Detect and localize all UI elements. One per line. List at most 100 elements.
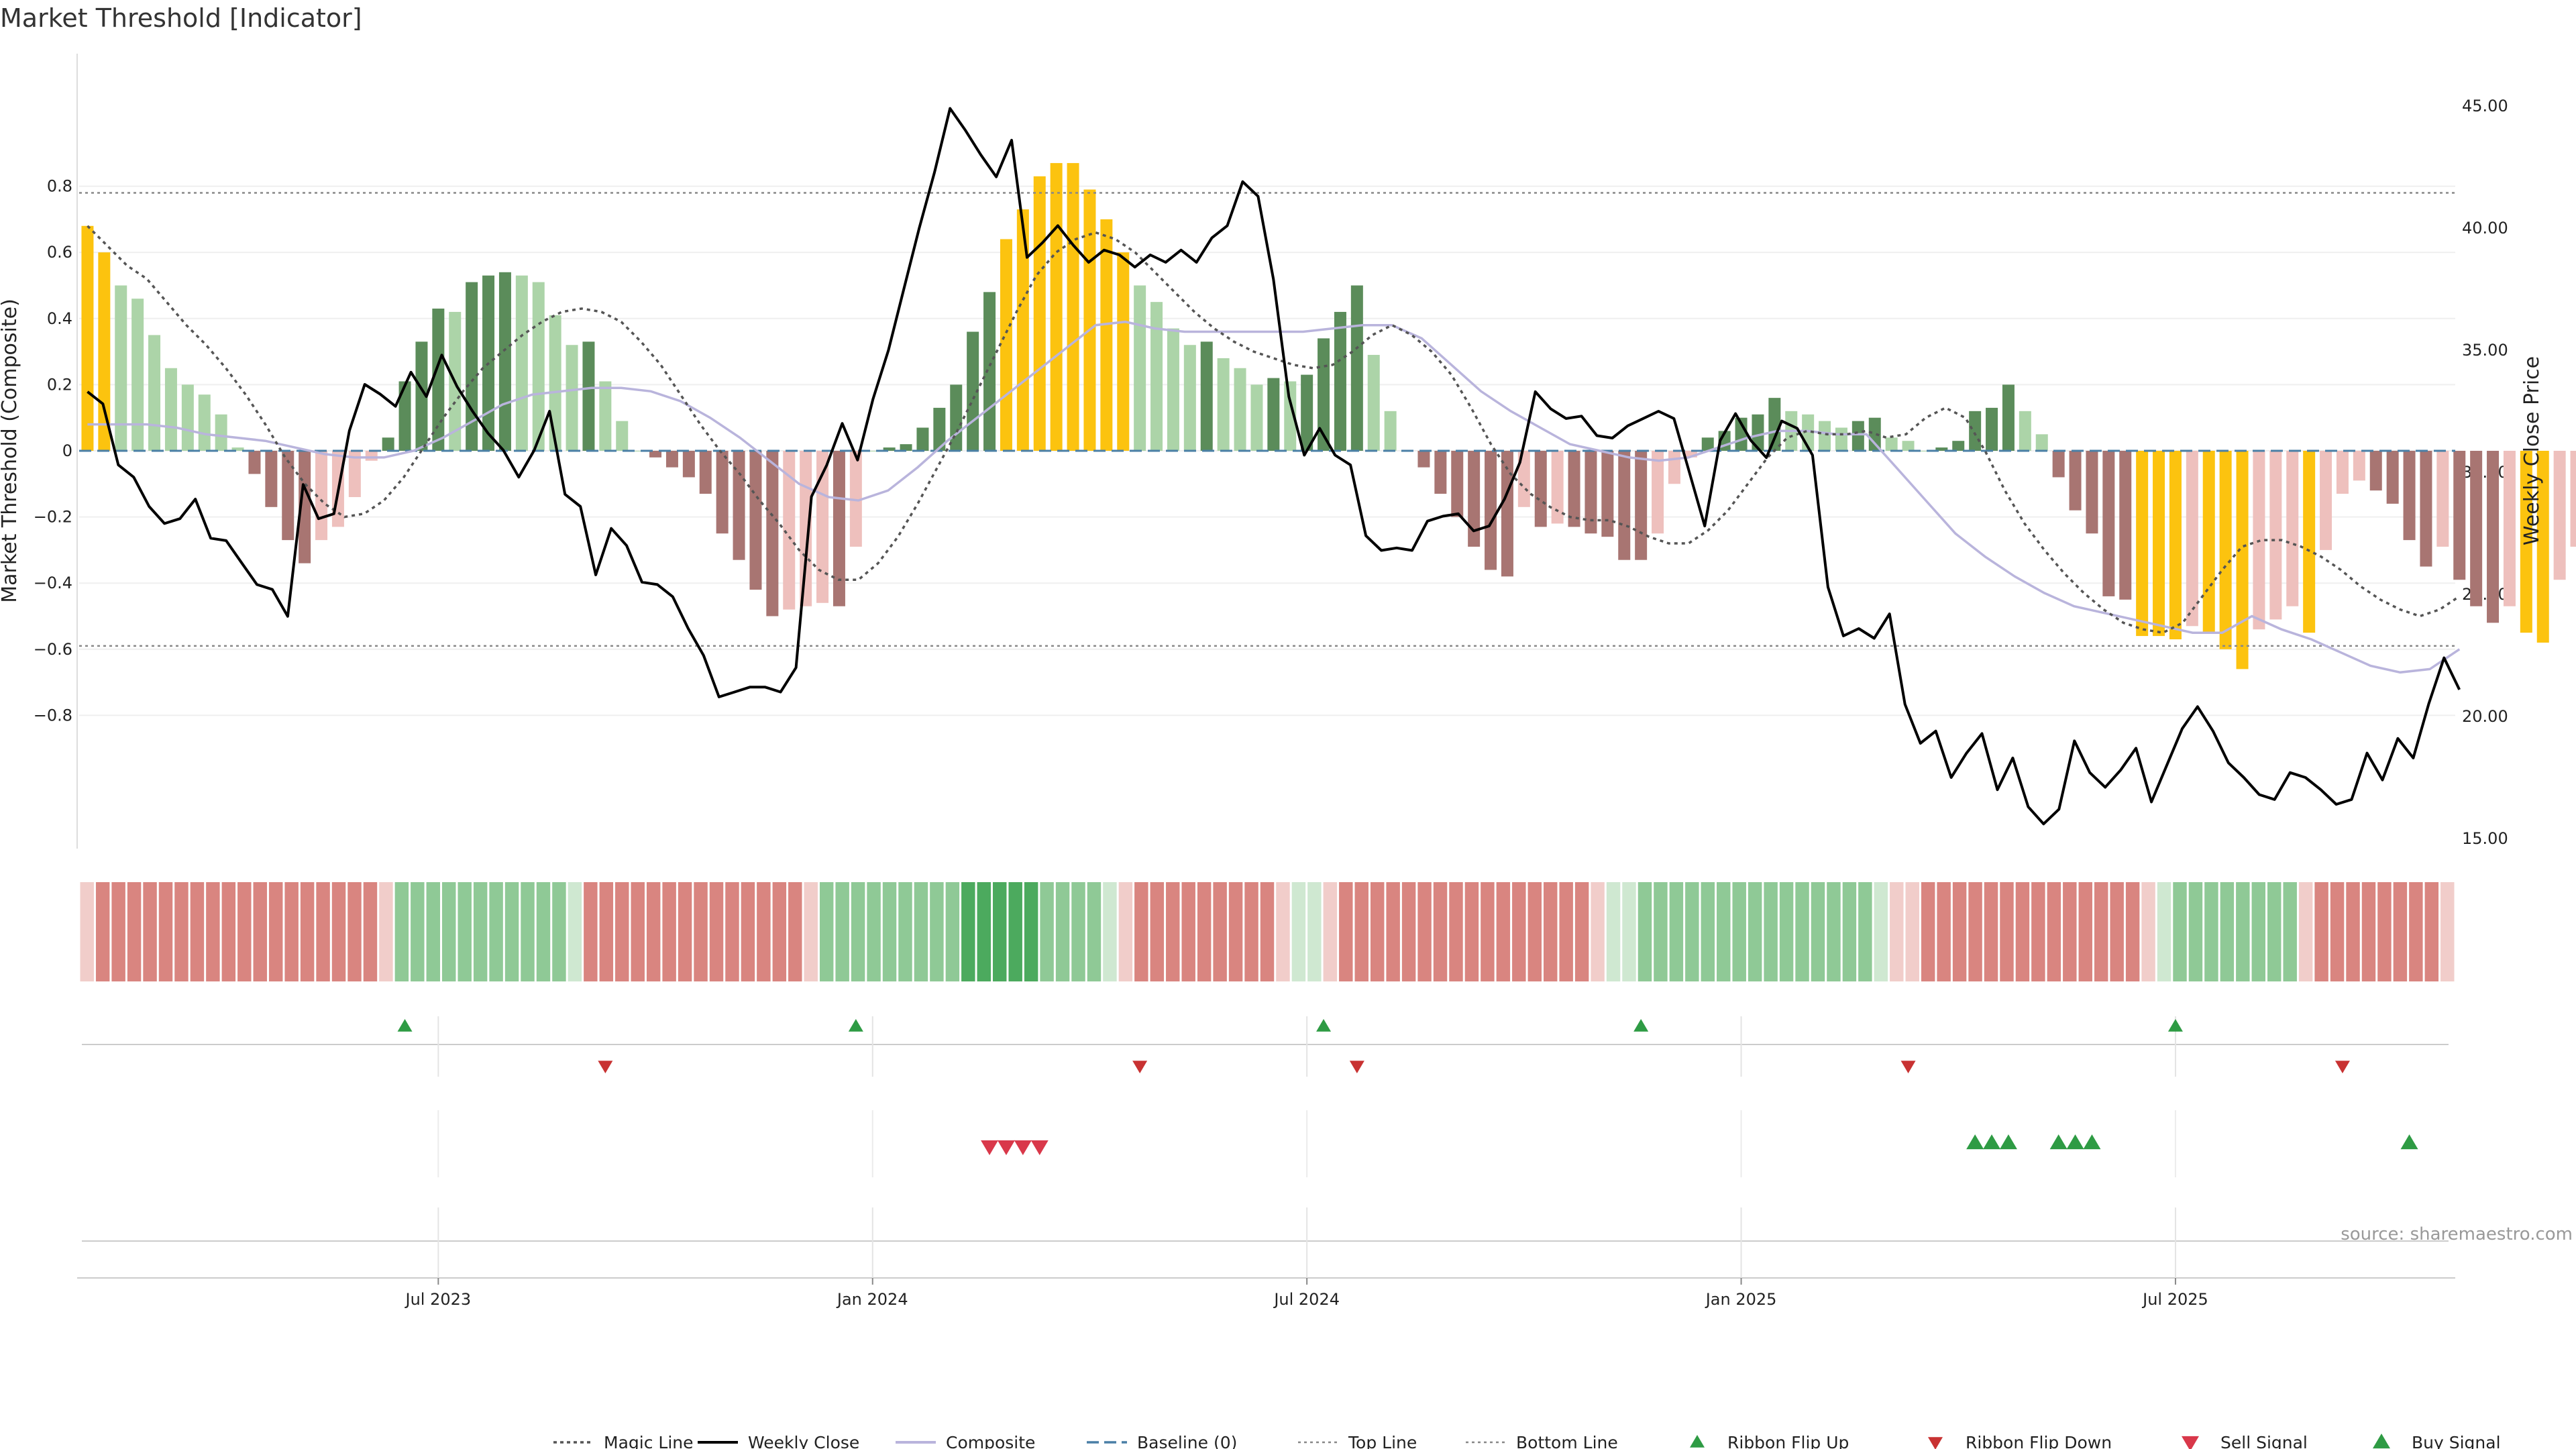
left-tick-label: −0.2 xyxy=(34,508,72,527)
ribbon-cell xyxy=(1386,882,1400,981)
composite-bar xyxy=(365,451,378,461)
ribbon-cell xyxy=(1811,882,1825,981)
ribbon-cell xyxy=(411,882,425,981)
x-tick-label: Jan 2024 xyxy=(836,1290,908,1309)
ribbon-cell xyxy=(394,882,409,981)
composite-bar xyxy=(1768,398,1781,451)
ribbon-cell xyxy=(1166,882,1180,981)
ribbon-cell xyxy=(1024,882,1038,981)
composite-bar xyxy=(1885,437,1898,451)
composite-bar xyxy=(2035,434,2048,451)
ribbon-cell xyxy=(1433,882,1448,981)
composite-bar xyxy=(916,427,929,451)
buy-signal-marker xyxy=(1983,1134,2001,1150)
composite-bar xyxy=(248,451,261,474)
composite-bar xyxy=(1819,421,1831,451)
composite-bar xyxy=(950,384,963,451)
composite-bar xyxy=(1050,163,1063,451)
composite-bar xyxy=(1601,451,1614,537)
composite-bar xyxy=(1000,239,1012,451)
legend-swatch-flip-up xyxy=(1690,1435,1705,1448)
composite-bar xyxy=(115,285,127,451)
x-tick-label: Jul 2024 xyxy=(1273,1290,1340,1309)
ribbon-cell xyxy=(1748,882,1762,981)
composite-bar xyxy=(967,331,979,451)
ribbon-cell xyxy=(1401,882,1416,981)
composite-bar xyxy=(599,381,612,451)
ribbon-cell xyxy=(599,882,614,981)
composite-bar xyxy=(282,451,294,541)
composite-bar xyxy=(1083,189,1096,451)
ribbon-cell xyxy=(1779,882,1794,981)
legend-swatch-flip-down xyxy=(1928,1437,1943,1449)
composite-bar xyxy=(198,394,211,451)
sell-signal-marker xyxy=(981,1140,999,1155)
ribbon-cell xyxy=(1795,882,1809,981)
ribbon-flip-up-marker xyxy=(1316,1019,1332,1032)
ribbon-cell xyxy=(1150,882,1165,981)
legend-item: Ribbon Flip Up xyxy=(1727,1433,1849,1449)
composite-bar xyxy=(983,292,996,451)
composite-bar xyxy=(2320,451,2332,550)
composite-bar xyxy=(148,335,161,451)
ribbon-cell xyxy=(1527,882,1542,981)
ribbon-cell xyxy=(709,882,724,981)
composite-bar xyxy=(900,444,912,451)
ribbon-cell xyxy=(521,882,535,981)
ribbon-cell xyxy=(1307,882,1322,981)
ribbon-cell xyxy=(977,882,991,981)
ribbon-cell xyxy=(1276,882,1290,981)
composite-bar xyxy=(1250,384,1263,451)
ribbon-cell xyxy=(158,882,173,981)
left-tick-label: −0.8 xyxy=(34,706,72,724)
ribbon-cell xyxy=(2251,882,2266,981)
composite-bar xyxy=(2219,451,2232,649)
ribbon-cell xyxy=(1984,882,1998,981)
legend: Magic Line Weekly Close Composite Baseline … xyxy=(553,1433,2501,1449)
composite-bar xyxy=(2136,451,2149,637)
main-plot-panel: 0.8 0.6 0.4 0.2 0 −0.2 −0.4 −0.6 −0.8 45.00 40.00… xyxy=(0,54,2576,849)
ribbon-cell xyxy=(2094,882,2108,981)
ribbon-cell xyxy=(174,882,189,981)
ribbon-cell xyxy=(1071,882,1085,981)
sell-signal-marker xyxy=(1030,1140,1049,1155)
legend-item: Bottom Line xyxy=(1466,1433,1618,1449)
composite-bar xyxy=(231,447,244,451)
ribbon-cell xyxy=(1937,882,1951,981)
composite-bar xyxy=(1868,417,1881,451)
composite-bar xyxy=(1517,451,1530,507)
composite-bar xyxy=(432,309,445,451)
legend-label: Sell Signal xyxy=(2220,1433,2308,1449)
ribbon-cell xyxy=(694,882,708,981)
magic-line xyxy=(87,225,2461,635)
ribbon-cell xyxy=(1118,882,1133,981)
ribbon-cell xyxy=(804,882,818,981)
composite-bar xyxy=(1701,437,1714,451)
ribbon-cell xyxy=(1512,882,1526,981)
composite-bar xyxy=(1367,355,1380,451)
right-tick-label: 45.00 xyxy=(2462,97,2508,115)
ribbon-cell xyxy=(1606,882,1621,981)
date-gridlines xyxy=(437,1016,2176,1278)
right-tick-label: 20.00 xyxy=(2462,707,2508,726)
ribbon-cell xyxy=(2393,882,2408,981)
legend-swatch-buy xyxy=(2373,1434,2390,1449)
series-lines xyxy=(87,107,2461,826)
composite-bar xyxy=(2186,451,2198,627)
composite-bar xyxy=(2553,451,2566,580)
ribbon-cell xyxy=(662,882,676,981)
x-tick-label: Jul 2025 xyxy=(2141,1290,2208,1309)
composite-bar xyxy=(2286,451,2299,606)
composite-bar xyxy=(2069,451,2082,511)
legend-label: Ribbon Flip Up xyxy=(1727,1433,1849,1449)
ribbon-cell xyxy=(1717,882,1731,981)
composite-bar xyxy=(2420,451,2432,567)
x-tick-label: Jan 2025 xyxy=(1705,1290,1777,1309)
ribbon-cell xyxy=(1543,882,1558,981)
left-tick-label: 0.2 xyxy=(47,375,72,394)
ribbon-cell xyxy=(127,882,142,981)
ribbon-cell xyxy=(1496,882,1511,981)
composite-bar xyxy=(2202,451,2215,633)
composite-bar xyxy=(2019,411,2031,451)
